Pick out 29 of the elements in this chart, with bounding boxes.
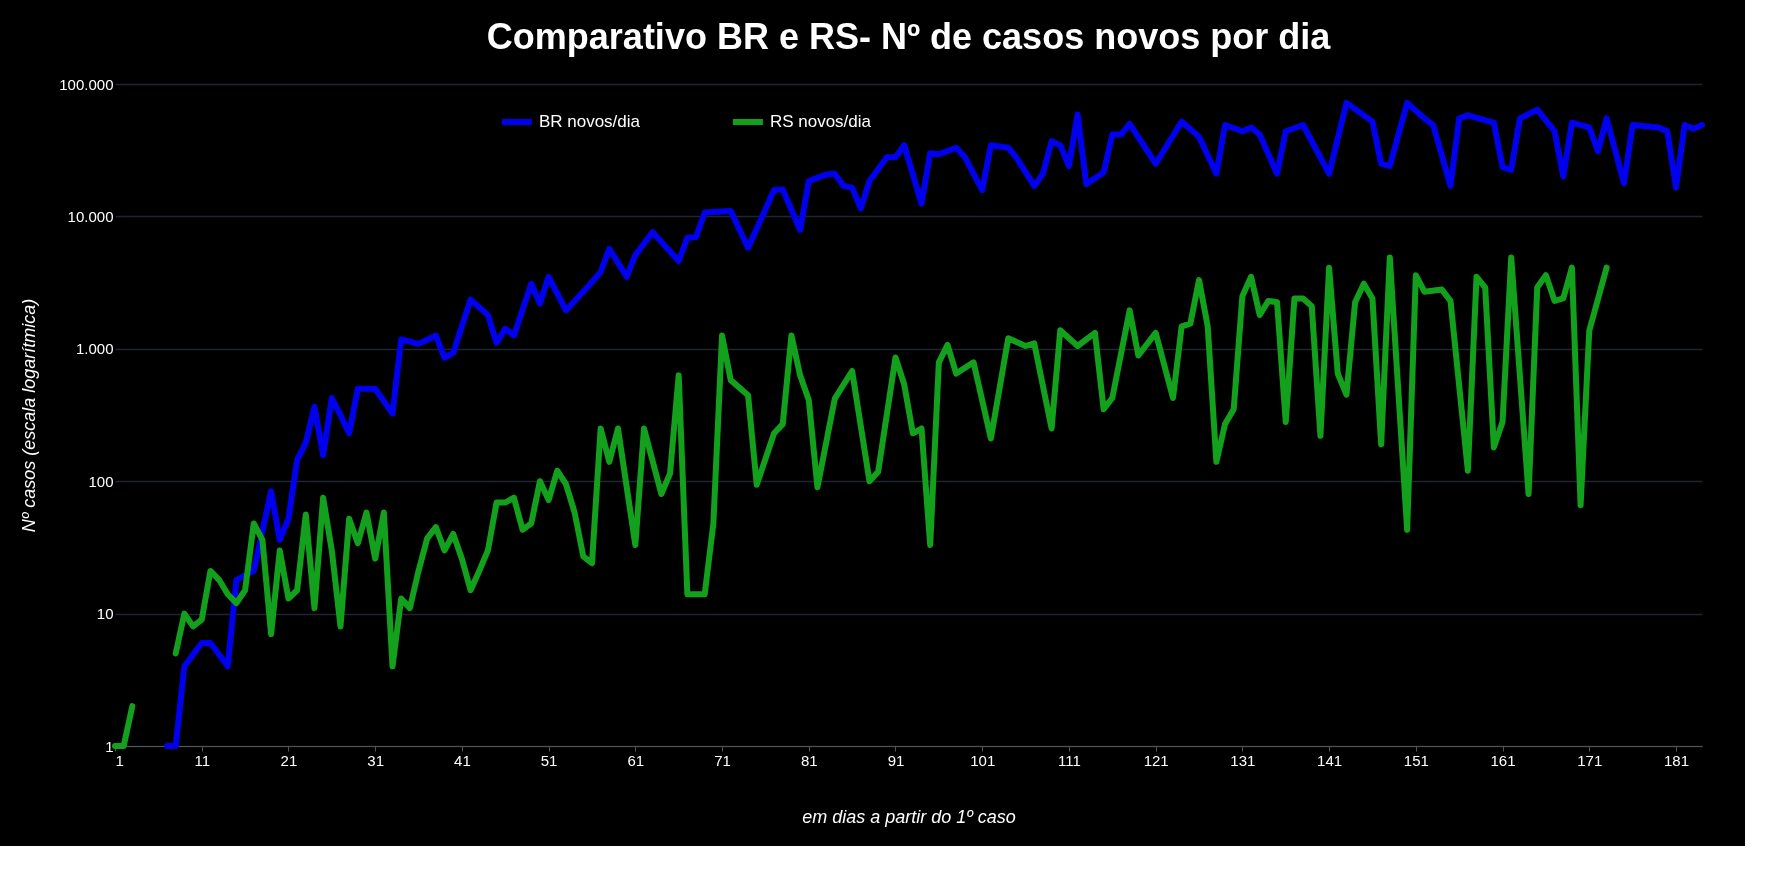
y-tick-label: 100.000 bbox=[59, 75, 114, 93]
x-tick-label: 141 bbox=[1317, 751, 1343, 769]
x-tick-label: 101 bbox=[970, 751, 996, 769]
x-tick-label: 181 bbox=[1663, 751, 1689, 769]
x-tick-label: 31 bbox=[367, 751, 385, 769]
x-tick-label: 21 bbox=[280, 751, 298, 769]
legend-label: RS novos/dia bbox=[769, 112, 872, 131]
y-tick-label: 1.000 bbox=[75, 340, 114, 358]
chart-title: Comparativo BR e RS- Nº de casos novos por dia bbox=[486, 16, 1332, 57]
x-tick-label: 121 bbox=[1143, 751, 1169, 769]
x-tick-label: 61 bbox=[627, 751, 645, 769]
x-tick-label: 51 bbox=[540, 751, 558, 769]
y-tick-label: 10 bbox=[96, 605, 114, 623]
y-tick-label: 100 bbox=[88, 472, 114, 490]
y-tick-label: 1 bbox=[105, 737, 114, 755]
y-axis-title: Nº casos (escala logarítmica) bbox=[19, 298, 40, 533]
y-tick-label: 10.000 bbox=[67, 207, 114, 225]
legend-label: BR novos/dia bbox=[538, 112, 641, 131]
x-tick-label: 171 bbox=[1577, 751, 1603, 769]
x-tick-label: 81 bbox=[800, 751, 818, 769]
x-tick-label: 161 bbox=[1490, 751, 1516, 769]
x-axis-title: em dias a partir do 1º caso bbox=[802, 806, 1016, 827]
x-tick-label: 131 bbox=[1230, 751, 1256, 769]
x-tick-label: 41 bbox=[454, 751, 471, 769]
x-tick-label: 151 bbox=[1403, 751, 1429, 769]
x-tick-label: 91 bbox=[887, 751, 905, 769]
x-tick-label: 71 bbox=[714, 751, 731, 769]
x-tick-label: 11 bbox=[194, 751, 211, 769]
x-tick-label: 111 bbox=[1058, 751, 1081, 769]
